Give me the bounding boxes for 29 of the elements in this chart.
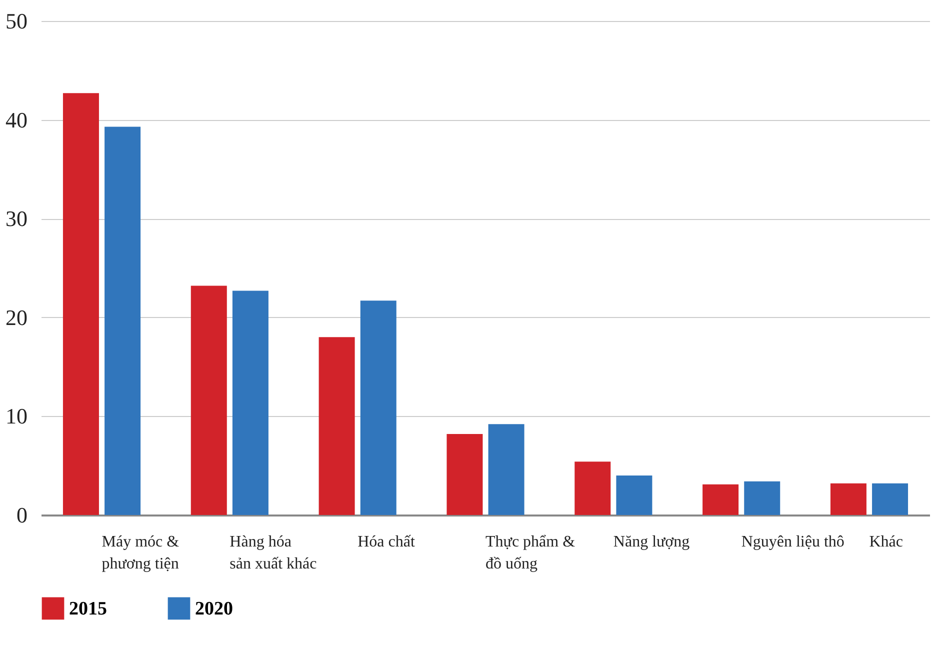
y-tick-label: 30 bbox=[6, 206, 28, 232]
x-tick-label: Hóa chất bbox=[358, 534, 416, 550]
bar bbox=[446, 434, 483, 515]
bar bbox=[872, 483, 908, 515]
x-tick-label: Hàng hóa sản xuất khác bbox=[230, 534, 317, 572]
x-tick-label: Nguyên liệu thô bbox=[741, 534, 844, 550]
bar bbox=[488, 424, 524, 515]
y-tick-label: 10 bbox=[6, 404, 28, 429]
y-tick-label: 20 bbox=[6, 304, 28, 330]
bar bbox=[616, 475, 652, 515]
y-tick-label: 50 bbox=[6, 8, 28, 34]
x-tick-label: Thực phẩm & đồ uống bbox=[486, 534, 576, 572]
x-tick-label: Năng lượng bbox=[613, 534, 690, 550]
x-tick-label: Khác bbox=[869, 534, 904, 550]
y-tick-label: 40 bbox=[6, 107, 28, 132]
legend-label: 2015 bbox=[69, 598, 107, 620]
bar bbox=[62, 93, 99, 515]
bar bbox=[574, 462, 611, 515]
bar bbox=[360, 300, 396, 515]
bar bbox=[104, 126, 141, 515]
x-tick-label: Máy móc & phương tiện bbox=[102, 534, 180, 572]
bar bbox=[830, 483, 866, 515]
bar bbox=[232, 290, 268, 515]
bar bbox=[702, 484, 739, 515]
bar bbox=[744, 481, 780, 515]
bar bbox=[190, 286, 227, 515]
y-tick-label: 0 bbox=[16, 502, 28, 528]
bar bbox=[318, 337, 355, 515]
legend-label: 2020 bbox=[195, 598, 233, 620]
